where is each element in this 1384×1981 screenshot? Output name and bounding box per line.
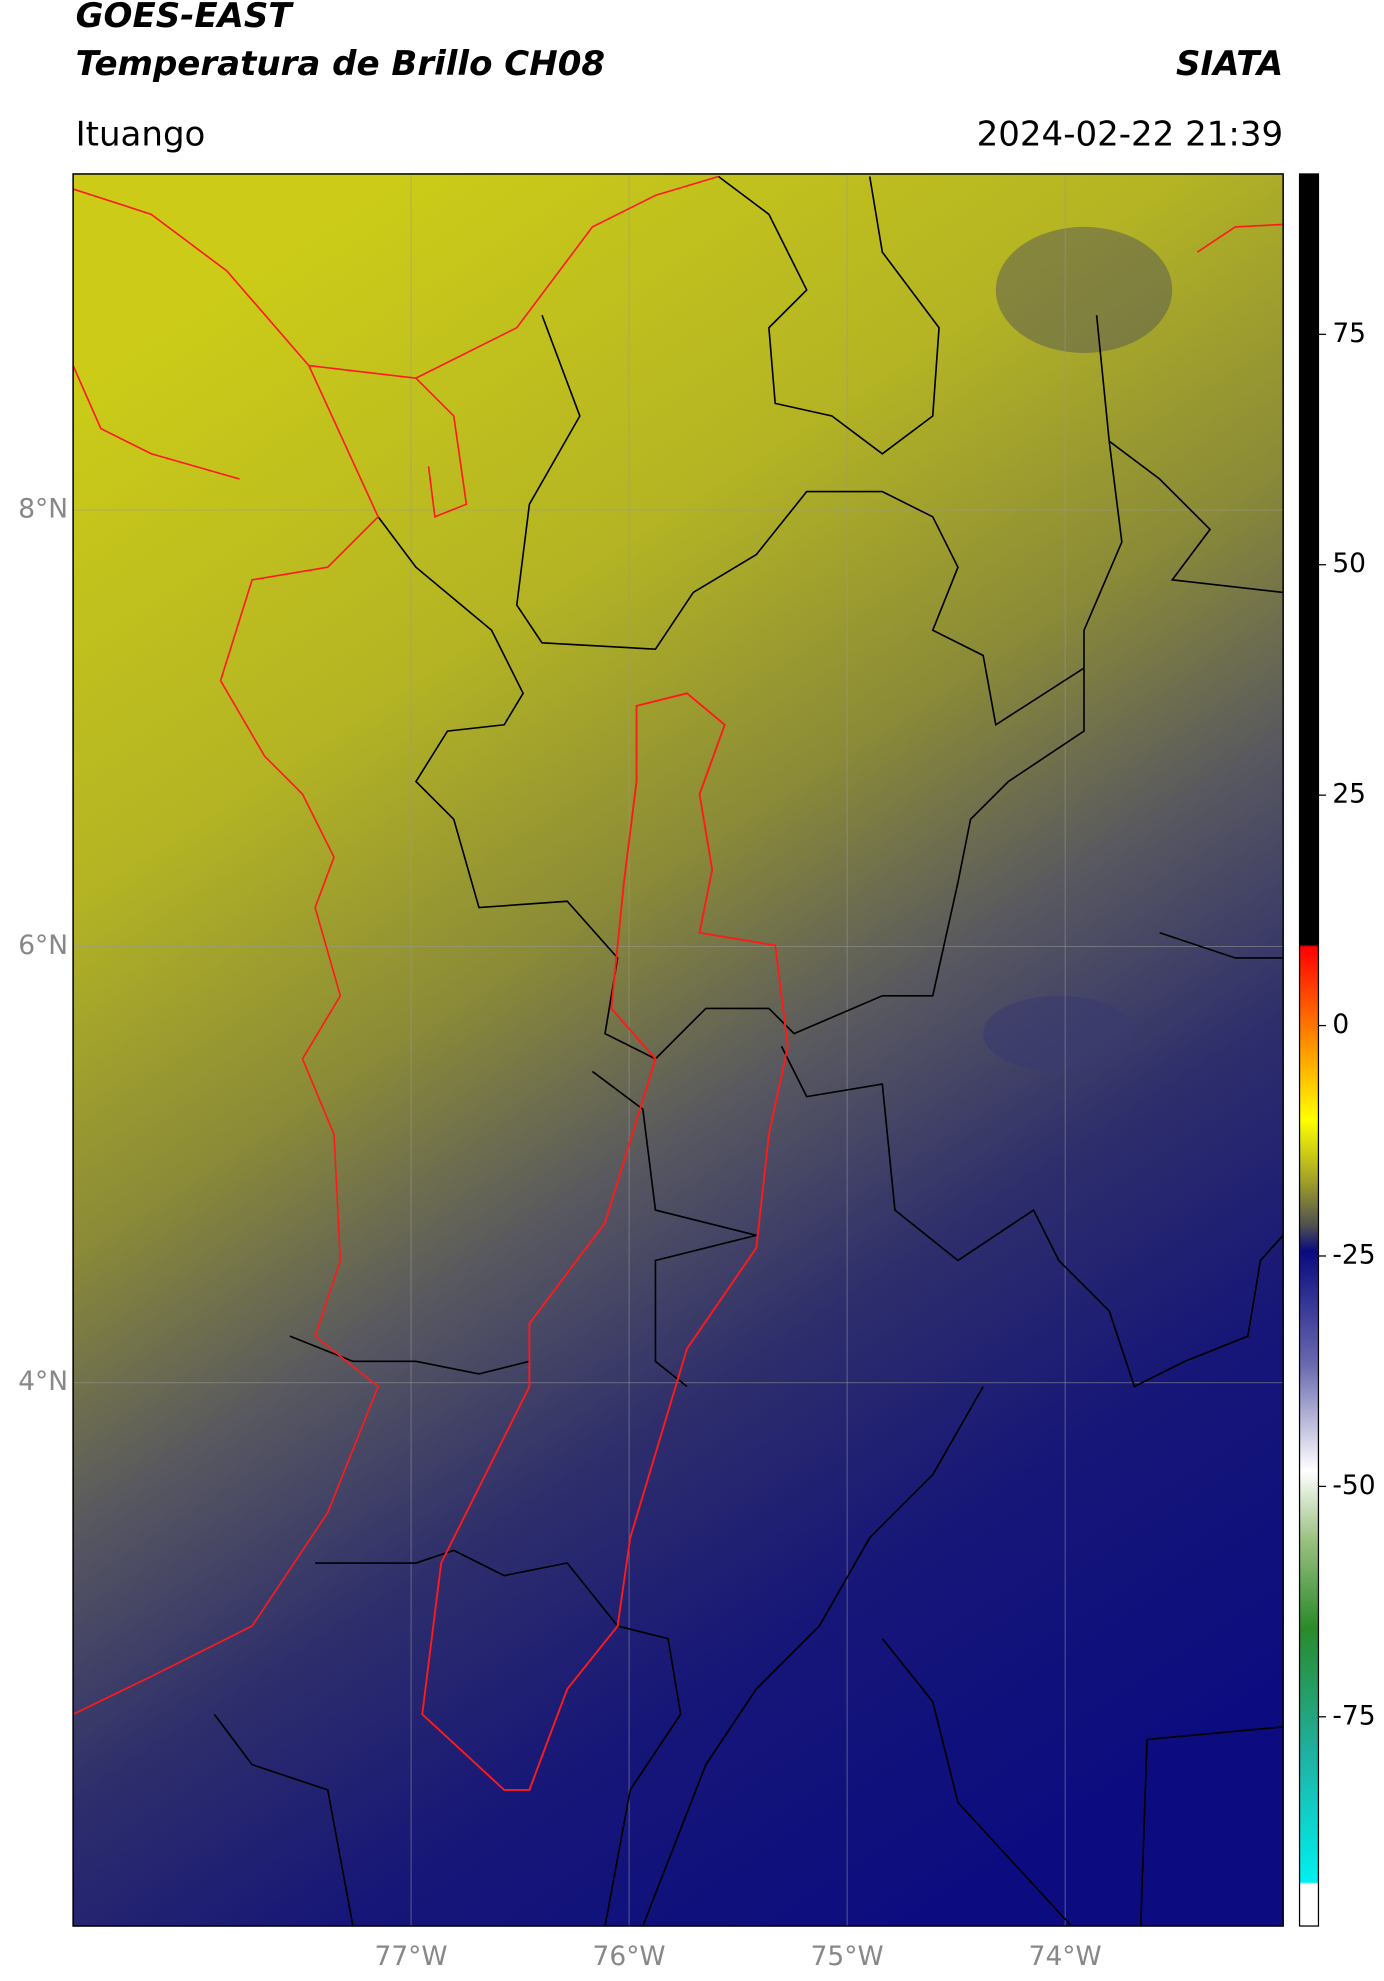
colorbar-tick-label: 25 (1332, 779, 1366, 810)
datetime-label: 2024-02-22 21:39 (977, 115, 1284, 155)
x-tick-label: 75°W (811, 1941, 884, 1972)
cloud-feature (995, 226, 1173, 353)
map-area (73, 173, 1284, 1927)
colorbar-tick-label: -25 (1332, 1239, 1375, 1270)
cloud-feature (983, 995, 1135, 1072)
basin-outline (421, 692, 789, 1791)
x-tick-label: 74°W (1029, 1941, 1102, 1972)
colorbar (1298, 173, 1320, 1927)
x-tick-label: 76°W (593, 1941, 666, 1972)
colorbar-tick-label: -50 (1332, 1470, 1375, 1501)
title-line1: GOES-EAST (76, 0, 295, 36)
coastline (73, 175, 1284, 1716)
colorbar-tick-label: -75 (1332, 1700, 1375, 1731)
x-tick-label: 77°W (375, 1941, 448, 1972)
title-line2: Temperatura de Brillo CH08 (76, 44, 605, 84)
admin-borders (213, 175, 1284, 1927)
location-label: Ituango (76, 115, 206, 155)
y-tick-label: 4°N (18, 1366, 68, 1397)
map-frame (72, 173, 1284, 1927)
colorbar-tick-label: 0 (1332, 1009, 1349, 1040)
colorbar-tick-label: 75 (1332, 318, 1366, 349)
org-label: SIATA (1176, 44, 1283, 84)
y-tick-label: 8°N (18, 493, 68, 524)
colorbar-tick-label: 50 (1332, 548, 1366, 579)
y-tick-label: 6°N (18, 930, 68, 961)
